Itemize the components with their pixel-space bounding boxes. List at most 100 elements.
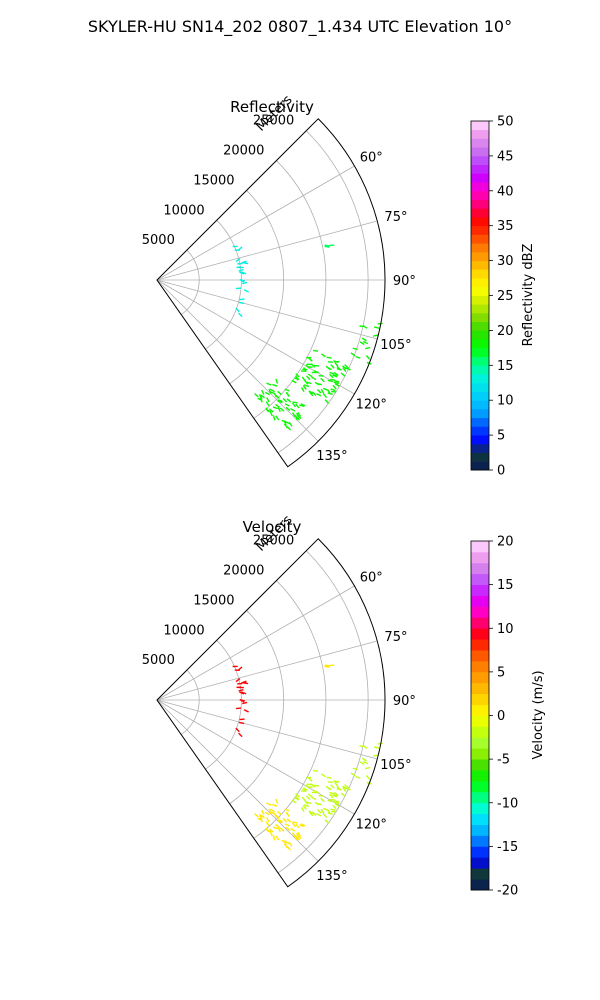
data-point [318, 375, 324, 377]
colorbar-segment [471, 759, 489, 771]
data-point [342, 785, 347, 790]
colorbar-segment [471, 595, 489, 607]
data-point [292, 401, 298, 404]
azimuth-tick-label: 90° [393, 694, 416, 709]
data-point [332, 794, 338, 798]
data-points [232, 244, 383, 431]
data-point [282, 397, 288, 403]
data-point [299, 404, 305, 408]
data-point [355, 775, 361, 779]
data-point [266, 817, 270, 823]
colorbar-segment [471, 693, 489, 705]
data-point [239, 278, 245, 283]
data-point [325, 785, 331, 791]
data-point [238, 301, 245, 305]
data-point [232, 665, 238, 668]
data-point [312, 391, 317, 396]
data-point [316, 389, 322, 394]
data-point [327, 361, 333, 364]
range-ring [229, 610, 285, 805]
data-point [327, 389, 332, 395]
data-point [313, 769, 319, 772]
colorbar: 0 5 10 15 20 25 30 35 40 45 50 [470, 115, 514, 479]
sector-outline [156, 538, 386, 888]
colorbar-segment [471, 715, 489, 727]
data-point [307, 777, 313, 782]
data-point [305, 364, 311, 369]
data-point [363, 760, 369, 765]
colorbar-tick-label: 5 [497, 429, 505, 444]
data-point [265, 828, 271, 833]
data-point [236, 266, 242, 269]
data-point [241, 260, 247, 264]
data-point [239, 698, 245, 703]
data-point [323, 387, 329, 391]
data-point [268, 828, 274, 833]
colorbar-segment [471, 835, 489, 847]
range-ring [253, 160, 327, 419]
colorbar-segment [471, 435, 489, 445]
colorbar-segment [471, 269, 489, 279]
data-point [325, 365, 331, 371]
data-point [305, 795, 311, 801]
data-point [297, 831, 302, 837]
panel-title: Velocity [243, 518, 302, 536]
data-point [373, 326, 380, 329]
data-point [266, 397, 270, 403]
data-point [372, 334, 379, 337]
data-point [327, 379, 333, 383]
data-point [272, 826, 279, 830]
data-point [361, 757, 367, 762]
polar-grid [156, 550, 385, 874]
data-point [334, 782, 339, 788]
colorbar-segment [471, 243, 489, 253]
data-point [303, 787, 307, 793]
data-point [307, 357, 313, 362]
data-point [259, 394, 265, 399]
colorbar-segment [471, 164, 489, 174]
data-point [258, 814, 263, 820]
colorbar-segment [471, 846, 489, 858]
data-point [275, 415, 280, 421]
data-point [324, 245, 330, 248]
data-point [291, 412, 296, 418]
data-point [316, 809, 322, 814]
data-point [330, 364, 335, 369]
data-point [320, 797, 325, 803]
data-point [309, 811, 314, 817]
colorbar-segment [471, 857, 489, 869]
data-point [359, 341, 365, 346]
data-point [290, 407, 296, 412]
data-point [329, 373, 334, 379]
colorbar-tick-label: 45 [497, 149, 514, 164]
data-point [295, 836, 301, 841]
data-point [277, 406, 281, 412]
data-point [306, 783, 312, 786]
colorbar-segment [471, 868, 489, 880]
data-point [291, 832, 296, 838]
data-point [332, 384, 337, 390]
data-point [331, 810, 337, 813]
data-point [235, 307, 240, 313]
data-point [344, 364, 349, 369]
data-point [277, 820, 283, 824]
colorbar-segment [471, 382, 489, 392]
data-point [327, 799, 333, 803]
data-point [272, 835, 276, 841]
data-point [264, 811, 271, 816]
azimuth-gridline [156, 699, 355, 815]
range-ring [253, 580, 327, 839]
colorbar-tick-label: 25 [497, 289, 514, 304]
colorbar-segment [471, 824, 489, 836]
colorbar-segment [471, 452, 489, 462]
colorbar-segment [471, 737, 489, 749]
azimuth-gridline [156, 220, 378, 281]
data-point [235, 287, 242, 290]
data-point [266, 802, 272, 806]
data-point [334, 380, 340, 383]
data-point [345, 787, 351, 791]
azimuth-gridline [156, 699, 319, 862]
data-point [332, 374, 338, 378]
range-tick-label: 5000 [142, 233, 175, 248]
